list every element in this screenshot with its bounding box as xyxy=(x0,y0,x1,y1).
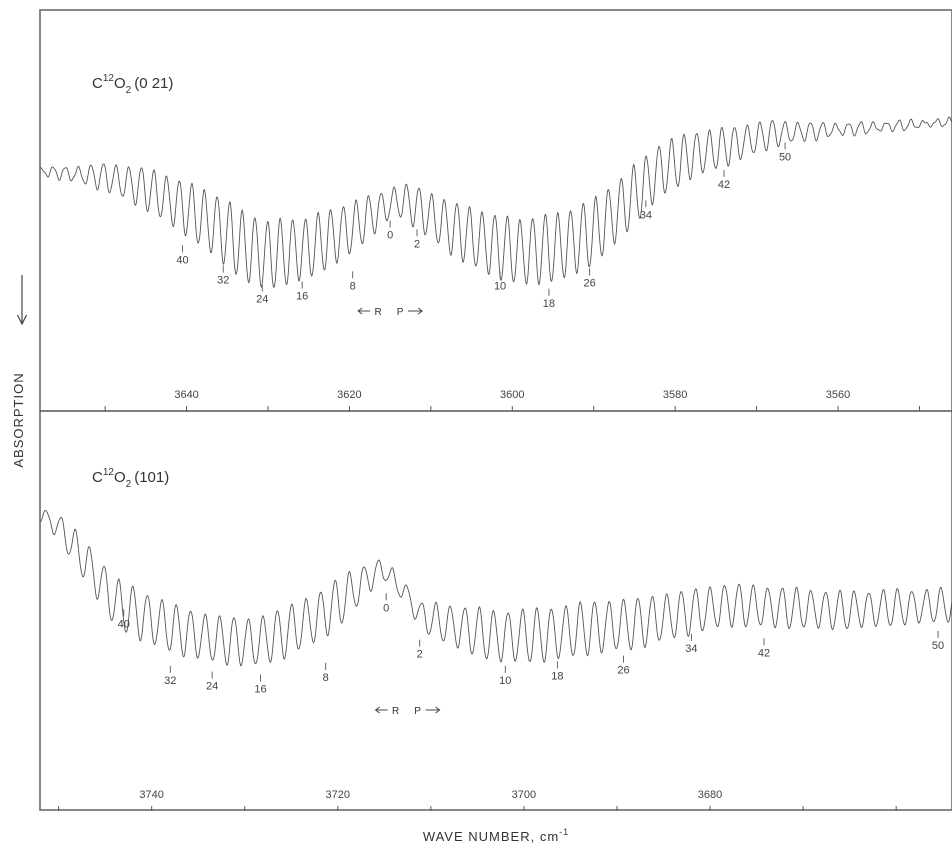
plot-frame xyxy=(39,9,952,811)
peak-label: 32 xyxy=(164,675,176,687)
peak-label: 10 xyxy=(494,280,506,292)
peak-label: 32 xyxy=(217,275,229,287)
peak-label: 2 xyxy=(414,238,420,250)
peak-label: 16 xyxy=(254,684,266,696)
peak-label: 18 xyxy=(543,298,555,310)
x-tick-label: 3680 xyxy=(698,789,722,801)
spectrum-trace xyxy=(39,116,952,289)
peak-label: 50 xyxy=(932,640,944,652)
panel-title: C12O2 (101) xyxy=(92,467,169,490)
peak-label: 10 xyxy=(499,675,511,687)
branch-label-r: R xyxy=(375,307,382,318)
peak-label: 2 xyxy=(417,649,423,661)
x-tick-label: 3560 xyxy=(826,389,850,401)
peak-label: 0 xyxy=(383,602,389,614)
branch-label-p: P xyxy=(397,307,404,318)
x-tick-label: 3580 xyxy=(663,389,687,401)
branch-label-p: P xyxy=(414,706,421,717)
peak-label: 42 xyxy=(718,179,730,191)
branch-label-r: R xyxy=(392,706,399,717)
peak-label: 0 xyxy=(387,230,393,242)
peak-label: 42 xyxy=(758,647,770,659)
peak-label: 18 xyxy=(551,670,563,682)
spectrum-trace xyxy=(39,509,952,667)
peak-label: 50 xyxy=(779,151,791,163)
x-tick-label: 3620 xyxy=(337,389,361,401)
peak-label: 16 xyxy=(296,291,308,303)
peak-label: 26 xyxy=(617,665,629,677)
x-tick-label: 3640 xyxy=(174,389,198,401)
x-axis-label: WAVE NUMBER, cm-1 xyxy=(423,827,569,844)
peak-label: 8 xyxy=(323,672,329,684)
x-tick-label: 3720 xyxy=(326,789,350,801)
peak-label: 40 xyxy=(176,254,188,266)
peak-label: 8 xyxy=(350,280,356,292)
x-tick-label: 3600 xyxy=(500,389,524,401)
y-axis-label: ABSORPTION xyxy=(11,372,26,467)
peak-label: 24 xyxy=(256,293,268,305)
peak-label: 34 xyxy=(640,209,652,221)
peak-label: 26 xyxy=(584,277,596,289)
y-axis-arrow xyxy=(16,275,28,326)
panel-co2-101: C12O2 (101) 3740 3720 3700 3680 40 32 24 16 8 0 2 10 1… xyxy=(39,467,952,811)
x-tick-label: 3700 xyxy=(512,789,536,801)
panel-title: C12O2 (0 21) xyxy=(92,73,173,96)
panel-co2-021: C12O2 (0 21) 3640 3620 3600 3580 3560 40 32 24 16 8… xyxy=(39,73,952,411)
peak-label: 34 xyxy=(685,643,697,655)
x-tick-label: 3740 xyxy=(139,789,163,801)
peak-label: 40 xyxy=(118,618,130,630)
peak-label: 24 xyxy=(206,681,218,693)
